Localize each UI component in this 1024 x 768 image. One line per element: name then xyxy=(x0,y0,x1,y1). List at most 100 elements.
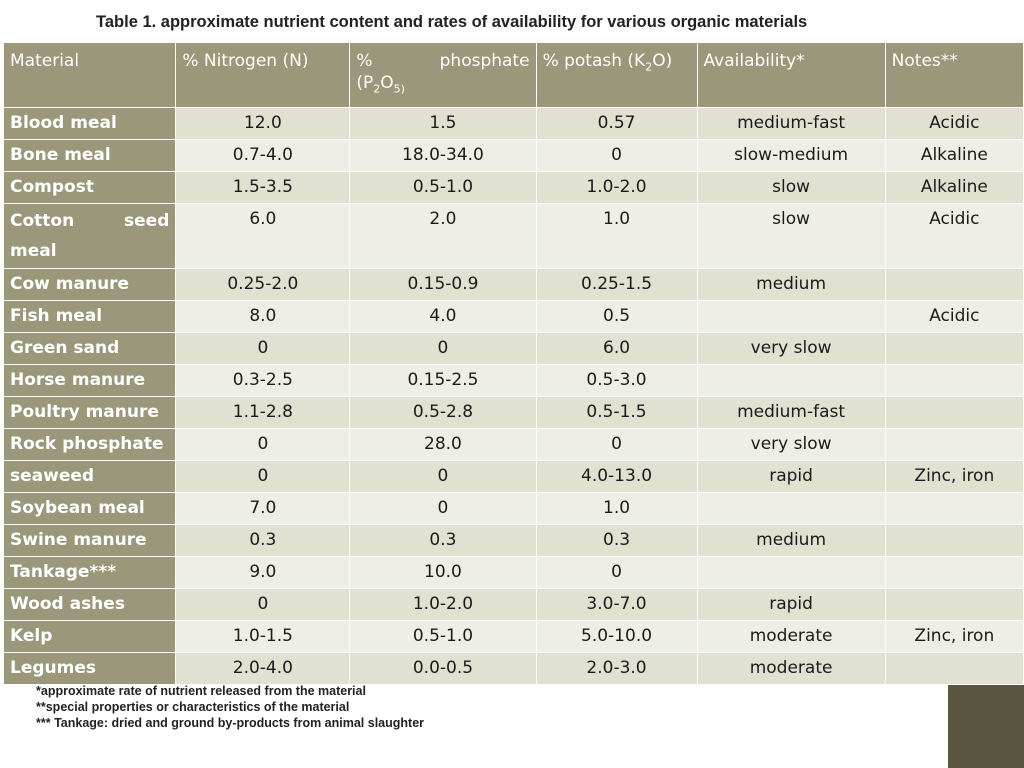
cell-availability: rapid xyxy=(696,460,886,493)
footnotes: *approximate rate of nutrient released f… xyxy=(36,683,424,731)
cell-notes: Zinc, iron xyxy=(884,460,1024,493)
cell-notes xyxy=(884,652,1024,685)
cell-phosphate: 0.0-0.5 xyxy=(349,652,537,685)
cell-availability: medium-fast xyxy=(696,107,886,140)
cell-nitrogen: 0.25-2.0 xyxy=(175,268,351,301)
table-row: Rock phosphate 0 28.0 0 very slow xyxy=(2,428,1024,461)
table-row: Fish meal 8.0 4.0 0.5 Acidic xyxy=(2,300,1024,333)
cell-availability: very slow xyxy=(696,428,886,461)
cell-material: Kelp xyxy=(2,620,177,653)
cell-availability: slow xyxy=(696,203,886,269)
cell-notes: Acidic xyxy=(884,203,1024,269)
cell-phosphate: 10.0 xyxy=(349,556,537,589)
table-row: Cotton seed meal 6.0 2.0 1.0 slow Acidic xyxy=(2,203,1024,269)
cell-potash: 0 xyxy=(535,139,698,172)
cell-material: Wood ashes xyxy=(2,588,177,621)
cell-phosphate: 0.5-1.0 xyxy=(349,171,537,204)
cell-potash: 3.0-7.0 xyxy=(535,588,698,621)
table-row: Blood meal 12.0 1.5 0.57 medium-fast Acidic xyxy=(2,107,1024,140)
cell-phosphate: 0 xyxy=(349,332,537,365)
cell-potash: 4.0-13.0 xyxy=(535,460,698,493)
header-phosphate-pct: % xyxy=(356,51,373,71)
cell-availability: moderate xyxy=(696,652,886,685)
cell-availability xyxy=(696,556,886,589)
cell-potash: 1.0 xyxy=(535,203,698,269)
cell-nitrogen: 1.5-3.5 xyxy=(175,171,351,204)
cell-material: Horse manure xyxy=(2,364,177,397)
cell-material: Green sand xyxy=(2,332,177,365)
cell-material: Fish meal xyxy=(2,300,177,333)
cell-notes xyxy=(884,268,1024,301)
cell-notes: Zinc, iron xyxy=(884,620,1024,653)
cell-material: Tankage*** xyxy=(2,556,177,589)
header-potash-sub: 2 xyxy=(645,60,653,74)
cell-material: seaweed xyxy=(2,460,177,493)
cell-potash: 0.5-1.5 xyxy=(535,396,698,429)
header-phosphate-sub1: 2 xyxy=(373,82,381,96)
table-row: Compost 1.5-3.5 0.5-1.0 1.0-2.0 slow Alkaline xyxy=(2,171,1024,204)
cell-notes: Alkaline xyxy=(884,171,1024,204)
footnote-availability: *approximate rate of nutrient released f… xyxy=(36,684,366,698)
cell-nitrogen: 1.1-2.8 xyxy=(175,396,351,429)
cell-phosphate: 1.5 xyxy=(349,107,537,140)
header-nitrogen: % Nitrogen (N) xyxy=(175,42,351,108)
cell-notes xyxy=(884,428,1024,461)
cell-material: Compost xyxy=(2,171,177,204)
table-body: Blood meal 12.0 1.5 0.57 medium-fast Acidic Bo… xyxy=(2,107,1024,685)
table-title: Table 1. approximate nutrient content an… xyxy=(96,13,808,31)
cell-nitrogen: 6.0 xyxy=(175,203,351,269)
cell-notes xyxy=(884,588,1024,621)
cell-potash: 0.5 xyxy=(535,300,698,333)
cell-material: Rock phosphate xyxy=(2,428,177,461)
cell-nitrogen: 0.3-2.5 xyxy=(175,364,351,397)
header-notes: Notes** xyxy=(884,42,1024,108)
header-potash: % potash (K2O) xyxy=(535,42,698,108)
cell-phosphate: 0.3 xyxy=(349,524,537,557)
header-phosphate-word: phosphate xyxy=(439,51,530,71)
cell-phosphate: 18.0-34.0 xyxy=(349,139,537,172)
cell-potash: 0.5-3.0 xyxy=(535,364,698,397)
cell-material: Blood meal xyxy=(2,107,177,140)
cell-notes xyxy=(884,492,1024,525)
header-material: Material xyxy=(2,42,177,108)
cell-availability xyxy=(696,300,886,333)
header-phosphate-sub2: 5) xyxy=(393,82,405,96)
cell-phosphate: 2.0 xyxy=(349,203,537,269)
cell-potash: 2.0-3.0 xyxy=(535,652,698,685)
header-potash-b: O) xyxy=(652,51,673,71)
cell-availability xyxy=(696,492,886,525)
table-row: Soybean meal 7.0 0 1.0 xyxy=(2,492,1024,525)
cell-phosphate: 0.5-2.8 xyxy=(349,396,537,429)
cell-notes xyxy=(884,396,1024,429)
cell-availability xyxy=(696,364,886,397)
side-band-dark xyxy=(948,676,1024,768)
cell-nitrogen: 0 xyxy=(175,588,351,621)
cell-availability: moderate xyxy=(696,620,886,653)
cell-availability: medium xyxy=(696,268,886,301)
cell-material: Swine manure xyxy=(2,524,177,557)
cell-nitrogen: 0 xyxy=(175,428,351,461)
table-row: Cow manure 0.25-2.0 0.15-0.9 0.25-1.5 medium xyxy=(2,268,1024,301)
cell-availability: medium xyxy=(696,524,886,557)
cell-notes: Acidic xyxy=(884,107,1024,140)
cell-availability: slow-medium xyxy=(696,139,886,172)
cell-notes xyxy=(884,332,1024,365)
cell-potash: 1.0-2.0 xyxy=(535,171,698,204)
cell-notes: Acidic xyxy=(884,300,1024,333)
cell-material: Legumes xyxy=(2,652,177,685)
cell-potash: 0.25-1.5 xyxy=(535,268,698,301)
table-row: Legumes 2.0-4.0 0.0-0.5 2.0-3.0 moderate xyxy=(2,652,1024,685)
cell-phosphate: 0.15-2.5 xyxy=(349,364,537,397)
cell-nitrogen: 0 xyxy=(175,332,351,365)
cell-potash: 0 xyxy=(535,428,698,461)
cell-availability: very slow xyxy=(696,332,886,365)
header-phosphate: % phosphate (P2O5) xyxy=(349,42,537,108)
cell-phosphate: 4.0 xyxy=(349,300,537,333)
table-row: Wood ashes 0 1.0-2.0 3.0-7.0 rapid xyxy=(2,588,1024,621)
cell-nitrogen: 9.0 xyxy=(175,556,351,589)
cell-notes xyxy=(884,524,1024,557)
table-row: Kelp 1.0-1.5 0.5-1.0 5.0-10.0 moderate Zinc, … xyxy=(2,620,1024,653)
cell-phosphate: 0 xyxy=(349,460,537,493)
table-row: Horse manure 0.3-2.5 0.15-2.5 0.5-3.0 xyxy=(2,364,1024,397)
cell-nitrogen: 12.0 xyxy=(175,107,351,140)
